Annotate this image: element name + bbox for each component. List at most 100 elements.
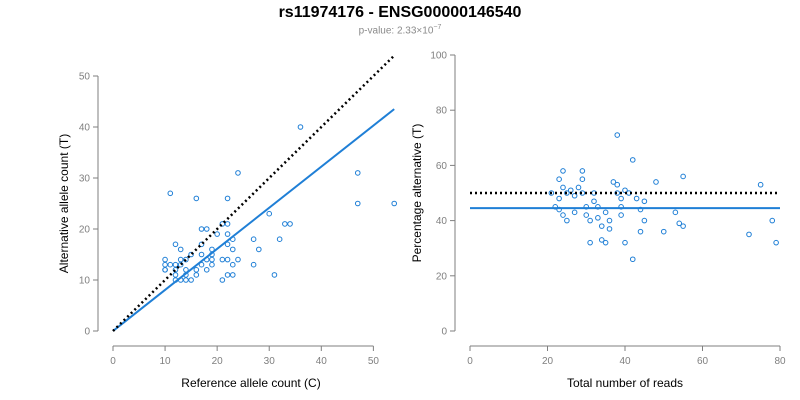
y-tick-label: 10	[79, 276, 91, 287]
x-tick-label: 40	[316, 356, 328, 367]
x-tick-label: 50	[368, 356, 380, 367]
data-point	[637, 228, 644, 235]
data-point	[224, 231, 231, 237]
data-point	[548, 190, 555, 196]
data-point	[203, 226, 210, 232]
data-point	[162, 261, 168, 268]
data-point	[629, 157, 636, 163]
data-point	[193, 267, 200, 273]
y-tick-label: 30	[79, 174, 91, 185]
data-point	[602, 209, 609, 216]
data-point	[629, 256, 636, 263]
data-point	[224, 256, 231, 263]
data-point	[769, 217, 776, 224]
x-axis-label: Total number of reads	[567, 376, 683, 390]
x-axis-label: Reference allele count (C)	[181, 376, 320, 390]
data-point	[571, 192, 578, 199]
y-tick-label: 0	[84, 327, 90, 338]
data-point	[595, 215, 601, 221]
data-point	[167, 190, 174, 197]
data-point	[250, 261, 257, 268]
data-point	[614, 190, 621, 196]
data-point	[188, 251, 194, 258]
data-point	[167, 261, 174, 268]
data-point	[172, 241, 179, 248]
x-tick-label: 0	[467, 356, 473, 367]
data-point	[287, 221, 293, 227]
data-point	[250, 236, 257, 242]
data-point	[266, 210, 273, 217]
x-tick-label: 80	[774, 356, 786, 367]
data-point	[198, 241, 205, 248]
data-point	[177, 261, 184, 268]
data-point	[391, 200, 398, 207]
data-point	[229, 261, 236, 268]
data-point	[219, 221, 226, 227]
data-point	[560, 212, 566, 218]
data-point	[271, 272, 278, 278]
y-tick-label: 60	[436, 161, 448, 172]
y-tick-label: 20	[79, 225, 91, 236]
data-point	[183, 256, 189, 263]
y-tick-label: 100	[430, 51, 447, 62]
data-point	[198, 226, 205, 232]
data-point	[188, 277, 194, 283]
data-point	[297, 124, 304, 130]
data-point	[672, 209, 679, 216]
data-point	[564, 190, 570, 196]
data-point	[660, 228, 667, 235]
data-point	[224, 221, 231, 227]
x-tick-label: 0	[110, 356, 116, 367]
data-point	[610, 179, 617, 185]
percentage-scatter-panel: 0 20 40 60 80 0 20 40 60 80 100 Total number of rea…	[410, 51, 786, 391]
data-point	[614, 132, 621, 138]
data-point	[203, 267, 210, 273]
data-point	[354, 170, 361, 176]
data-point	[172, 272, 179, 278]
data-point	[556, 195, 562, 202]
p-value-exponent: −7	[433, 24, 442, 31]
data-point	[235, 170, 241, 176]
data-point	[235, 256, 241, 263]
data-point	[172, 261, 179, 268]
chart-subtitle: p-value: 2.33×10−7	[0, 24, 800, 36]
y-tick-label: 0	[441, 327, 447, 338]
data-point	[598, 237, 605, 243]
data-point	[209, 261, 215, 268]
data-point	[556, 176, 562, 182]
y-tick-label: 40	[79, 123, 91, 134]
data-point	[224, 272, 231, 278]
y-axis-label: Alternative allele count (T)	[57, 134, 71, 273]
data-point	[653, 179, 659, 185]
y-tick-label: 80	[436, 106, 448, 117]
data-point	[618, 195, 624, 202]
data-point	[746, 231, 752, 238]
data-point	[560, 184, 566, 191]
data-point	[229, 246, 236, 253]
reference-line	[112, 54, 396, 332]
data-point	[256, 246, 262, 253]
data-point	[219, 256, 226, 263]
x-tick-label: 60	[697, 356, 709, 367]
data-point	[602, 239, 609, 246]
x-tick-label: 30	[264, 356, 276, 367]
data-point	[193, 272, 200, 278]
data-point	[177, 246, 184, 253]
y-tick-label: 50	[79, 72, 91, 83]
data-point	[773, 239, 779, 246]
data-point	[641, 217, 648, 224]
fit-line	[112, 108, 395, 332]
data-point	[641, 198, 648, 205]
data-point	[224, 195, 231, 202]
x-tick-label: 20	[212, 356, 224, 367]
data-point	[591, 198, 597, 205]
data-point	[282, 221, 288, 227]
data-point	[354, 200, 361, 207]
data-point	[219, 277, 226, 283]
y-tick-label: 40	[436, 216, 448, 227]
x-tick-label: 40	[619, 356, 631, 367]
data-point	[676, 220, 683, 227]
p-value-text: p-value: 2.33×10	[358, 25, 434, 37]
x-tick-label: 20	[542, 356, 554, 367]
